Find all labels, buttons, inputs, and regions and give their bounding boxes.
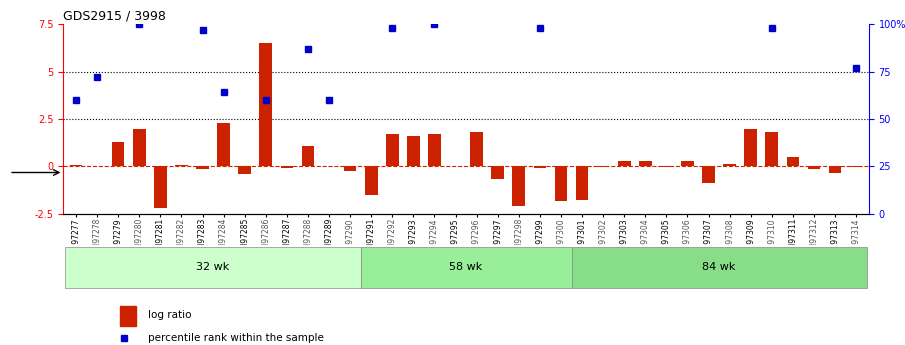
- Bar: [766, 132, 778, 167]
- Bar: [449, 166, 462, 167]
- FancyBboxPatch shape: [65, 247, 361, 288]
- FancyBboxPatch shape: [571, 247, 867, 288]
- Bar: [154, 167, 167, 208]
- Bar: [407, 136, 420, 167]
- Text: GDS2915 / 3998: GDS2915 / 3998: [63, 10, 167, 23]
- Bar: [576, 167, 588, 200]
- Text: percentile rank within the sample: percentile rank within the sample: [148, 333, 324, 343]
- Text: 84 wk: 84 wk: [702, 263, 736, 272]
- Bar: [807, 167, 820, 169]
- Bar: [534, 167, 547, 168]
- Bar: [238, 167, 251, 174]
- Bar: [702, 167, 715, 183]
- Bar: [323, 166, 336, 167]
- Bar: [112, 142, 125, 167]
- Bar: [90, 166, 103, 167]
- Bar: [260, 43, 272, 167]
- Bar: [555, 167, 567, 201]
- Bar: [281, 167, 293, 168]
- Bar: [745, 128, 757, 167]
- Bar: [344, 167, 357, 171]
- Bar: [301, 146, 314, 167]
- Bar: [618, 161, 631, 167]
- Bar: [786, 157, 799, 167]
- Text: log ratio: log ratio: [148, 310, 192, 320]
- Bar: [119, 306, 136, 326]
- Bar: [365, 167, 377, 195]
- Bar: [491, 167, 504, 179]
- Bar: [428, 134, 441, 167]
- Bar: [386, 134, 398, 167]
- Bar: [196, 167, 209, 169]
- Bar: [639, 161, 652, 167]
- Bar: [217, 123, 230, 167]
- Text: 58 wk: 58 wk: [450, 263, 482, 272]
- Bar: [512, 167, 525, 206]
- Bar: [681, 161, 694, 167]
- Bar: [175, 165, 187, 167]
- Bar: [133, 128, 146, 167]
- Bar: [70, 165, 82, 167]
- FancyBboxPatch shape: [361, 247, 571, 288]
- Bar: [829, 167, 842, 173]
- Bar: [723, 164, 736, 167]
- Text: 32 wk: 32 wk: [196, 263, 230, 272]
- Bar: [471, 132, 483, 167]
